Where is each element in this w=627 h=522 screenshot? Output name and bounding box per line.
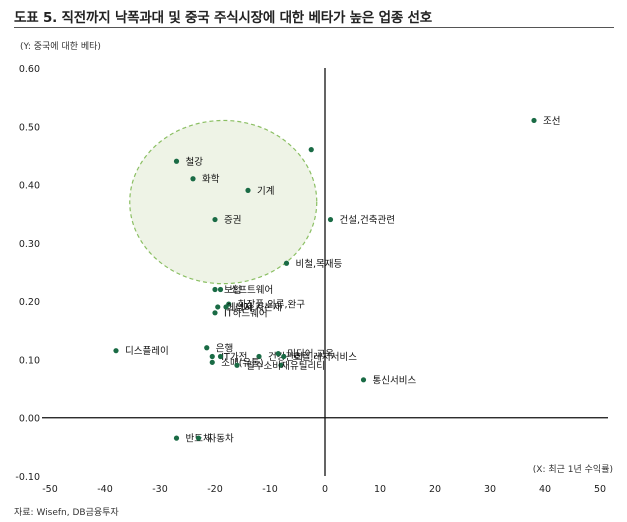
x-tick-label: -20 (207, 484, 223, 495)
x-tick-label: -10 (262, 484, 278, 495)
data-point (531, 117, 537, 124)
data-point (278, 362, 284, 368)
data-point (275, 351, 281, 357)
point-label: 소매(유통) (221, 358, 263, 369)
data-point (327, 216, 334, 223)
data-point (173, 435, 180, 441)
point-label: IT가전 (221, 352, 247, 363)
x-axis-label: (X: 최근 1년 수익률) (532, 465, 613, 475)
data-point (234, 362, 240, 368)
title-divider (14, 27, 614, 28)
point-label: 화장품,의류,완구 (238, 300, 305, 311)
axes-group (42, 68, 608, 476)
point-label: 에너지 (227, 302, 253, 313)
point-label: 조선 (543, 116, 560, 127)
point-label: 보험 (224, 285, 241, 296)
data-point (212, 216, 218, 223)
data-point (212, 310, 218, 316)
y-tick-label: 0.10 (19, 355, 40, 366)
x-tick-group: -50 -40 -30 -20 -10 0 10 20 30 40 50 (42, 484, 606, 495)
y-tick-label: 0.30 (19, 239, 40, 250)
x-tick-label: 20 (429, 484, 441, 495)
point-label: 상사,자본재 (235, 302, 282, 313)
data-point (308, 147, 314, 153)
point-label: 철강 (186, 157, 204, 168)
x-tick-label: 50 (594, 484, 606, 495)
chart-title: 도표 5. 직전까지 낙폭과대 및 중국 주식시장에 대한 베타가 높은 업종 … (14, 10, 433, 26)
point-label: 필수소비재 (246, 360, 290, 372)
point-label: 화학 (202, 174, 220, 185)
data-point (281, 353, 287, 360)
point-label: IT하드웨어 (224, 307, 268, 319)
y-tick-label: 0.00 (19, 414, 40, 425)
y-axis-label: (Y: 중국에 대한 베타) (20, 42, 101, 52)
point-label: 증권 (224, 214, 241, 226)
point-label: 자동차 (208, 433, 234, 445)
point-label: 건설,건축관련 (340, 215, 395, 226)
data-point (245, 187, 251, 193)
data-point (195, 435, 202, 441)
data-point (215, 304, 221, 310)
x-tick-label: 0 (322, 484, 328, 495)
y-tick-group: -0.10 0.00 0.10 0.20 0.30 0.40 0.50 0.60 (15, 64, 40, 483)
point-label: 디스플레이 (125, 346, 169, 357)
point-label: 소프트웨어 (230, 284, 274, 296)
point-label: 기계 (257, 185, 274, 197)
data-point (283, 260, 290, 266)
data-point (256, 353, 262, 360)
y-tick-label: 0.40 (19, 181, 40, 192)
data-point (223, 304, 229, 310)
y-tick-label: -0.10 (15, 472, 40, 483)
source-note: 자료: Wisefn, DB금융투자 (14, 508, 119, 518)
point-label: 은행 (216, 342, 233, 354)
data-point (212, 286, 218, 293)
data-point (209, 359, 215, 365)
y-tick-label: 0.60 (19, 64, 40, 75)
x-tick-label: 10 (374, 484, 386, 495)
point-label: 통신서비스 (373, 375, 417, 386)
x-tick-label: -30 (152, 484, 168, 495)
x-tick-label: 30 (484, 484, 496, 495)
x-tick-label: -40 (97, 484, 113, 495)
point-label: 유틸리티 (290, 360, 325, 372)
data-point (190, 176, 196, 182)
data-point (204, 345, 210, 351)
highlight-circle (129, 119, 318, 285)
x-tick-label: 40 (539, 484, 551, 495)
data-point (113, 348, 119, 354)
data-point (217, 353, 224, 360)
point-label: 호텔,레저서비스 (293, 351, 357, 363)
point-label: 미디어,교육 (287, 349, 334, 360)
data-point (173, 158, 180, 164)
x-tick-label: -50 (42, 484, 58, 495)
y-tick-label: 0.20 (19, 297, 40, 308)
data-point (209, 353, 215, 360)
data-point (217, 286, 224, 293)
point-label: 비철,목재등 (296, 259, 343, 270)
highlight-circle-group (129, 119, 318, 285)
data-point (360, 377, 367, 383)
y-tick-label: 0.50 (19, 122, 40, 133)
